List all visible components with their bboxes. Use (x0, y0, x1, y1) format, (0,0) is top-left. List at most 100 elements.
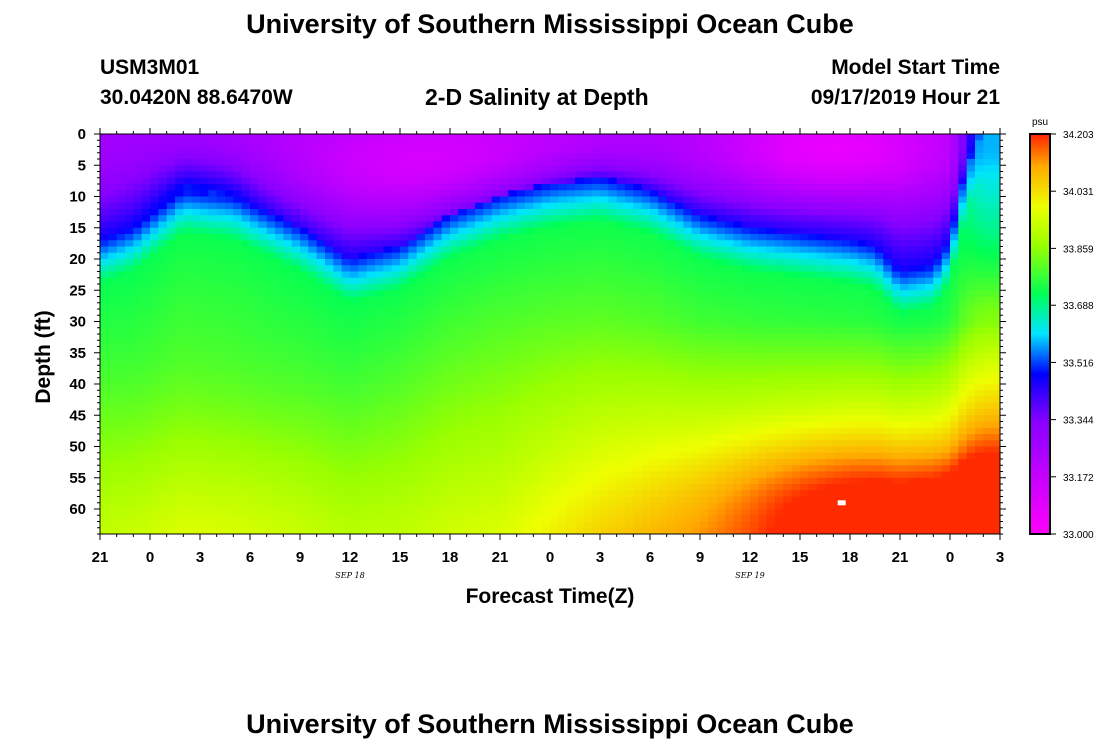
heat-cell (166, 434, 176, 441)
heat-cell (200, 359, 209, 366)
heat-cell (225, 496, 234, 504)
heat-cell (175, 415, 184, 423)
heat-cell (133, 296, 143, 304)
heat-cell (250, 196, 259, 204)
heat-cell (233, 459, 243, 466)
heat-cell (733, 309, 743, 316)
heat-cell (591, 202, 601, 210)
heat-cell (400, 434, 409, 441)
heat-cell (141, 265, 151, 273)
heat-cell (633, 140, 643, 148)
heat-cell (725, 434, 734, 441)
heat-cell (566, 527, 576, 534)
heat-cell (683, 265, 693, 273)
heat-cell (583, 240, 593, 248)
heat-cell (266, 202, 276, 210)
heat-cell (575, 296, 584, 304)
heat-cell (175, 165, 184, 173)
heat-cell (491, 490, 501, 498)
heat-cell (150, 252, 159, 260)
heat-cell (358, 434, 368, 441)
heat-cell (566, 134, 576, 141)
heat-cell (691, 365, 701, 373)
heat-cell (516, 427, 526, 435)
heat-cell (291, 202, 301, 210)
heat-cell (175, 209, 184, 216)
heat-cell (366, 452, 376, 460)
heat-cell (333, 246, 343, 254)
heat-cell (375, 321, 384, 329)
heat-cell (491, 377, 501, 385)
heat-cell (300, 215, 309, 223)
heat-cell (450, 234, 459, 241)
heat-cell (233, 377, 243, 385)
heat-cell (500, 265, 509, 273)
heat-cell (233, 227, 243, 235)
heat-cell (583, 171, 593, 179)
heat-cell (450, 427, 459, 435)
heat-cell (150, 284, 159, 291)
heat-cell (183, 427, 193, 435)
heat-cell (366, 177, 376, 185)
heat-cell (691, 352, 701, 360)
heat-cell (383, 377, 393, 385)
heat-cell (616, 352, 626, 360)
heat-cell (150, 234, 159, 241)
heat-cell (566, 196, 576, 204)
heat-cell (191, 134, 201, 141)
heat-cell (375, 271, 384, 279)
heat-cell (225, 446, 234, 454)
heat-cell (625, 384, 634, 391)
heat-cell (375, 215, 384, 223)
heat-cell (433, 227, 443, 235)
heat-cell (133, 346, 143, 354)
heat-cell (416, 434, 426, 441)
heat-cell (650, 459, 659, 466)
heat-cell (216, 465, 226, 473)
heat-cell (566, 334, 576, 341)
heat-cell (616, 240, 626, 248)
heat-cell (325, 165, 334, 173)
heat-cell (133, 271, 143, 279)
heat-cell (191, 515, 201, 523)
heat-cell (333, 221, 343, 229)
heat-cell (583, 452, 593, 460)
heat-cell (733, 202, 743, 210)
heat-cell (150, 527, 159, 534)
heat-cell (125, 384, 134, 391)
heat-cell (533, 471, 543, 479)
heat-cell (250, 471, 259, 479)
heat-cell (650, 290, 659, 298)
heat-cell (166, 409, 176, 416)
heat-cell (408, 259, 418, 266)
heat-cell (558, 377, 568, 385)
heat-cell (191, 352, 201, 360)
heat-cell (566, 302, 576, 310)
heat-cell (441, 227, 451, 235)
heat-cell (191, 152, 201, 160)
heat-cell (141, 165, 151, 173)
heat-cell (450, 259, 459, 266)
heat-cell (350, 427, 359, 435)
heat-cell (691, 140, 701, 148)
heat-cell (275, 465, 284, 473)
heat-cell (491, 159, 501, 166)
heat-cell (341, 259, 351, 266)
heat-cell (491, 515, 501, 523)
heat-cell (475, 365, 484, 373)
heat-cell (233, 421, 243, 429)
heat-cell (175, 221, 184, 229)
heat-cell (358, 246, 368, 254)
heat-cell (691, 215, 701, 223)
heat-cell (608, 459, 618, 466)
heat-cell (733, 284, 743, 291)
heat-cell (308, 221, 318, 229)
heat-cell (441, 334, 451, 341)
heat-cell (175, 196, 184, 204)
heat-cell (375, 359, 384, 366)
heat-cell (133, 202, 143, 210)
heat-cell (491, 165, 501, 173)
heat-cell (416, 509, 426, 516)
heat-cell (441, 246, 451, 254)
heat-cell (350, 290, 359, 298)
